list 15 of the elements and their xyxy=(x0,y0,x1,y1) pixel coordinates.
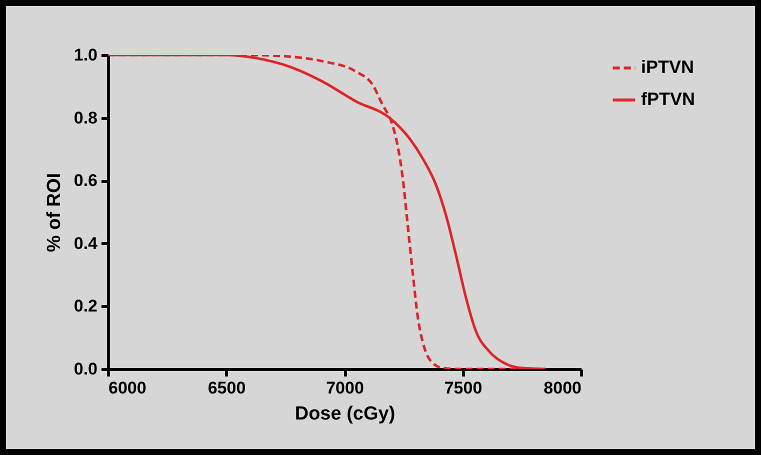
y-tick-label: 1.0 xyxy=(74,46,98,64)
y-tick-label: 0.6 xyxy=(74,171,98,190)
y-tick-label: 0.4 xyxy=(74,234,98,253)
y-tick-label: 0.8 xyxy=(74,108,98,128)
y-tick-label: 0.0 xyxy=(74,360,98,378)
y-axis-title: % of ROI xyxy=(44,172,65,252)
x-tick-label: 8000 xyxy=(544,378,582,398)
y-tick-label: 0.2 xyxy=(74,296,98,316)
x-tick-label: 7000 xyxy=(326,378,364,398)
x-tick-label: 6000 xyxy=(108,378,146,398)
x-axis-title: Dose (cGy) xyxy=(294,404,396,424)
x-tick-label: 6500 xyxy=(208,378,246,398)
legend-label: fPTVN xyxy=(641,89,695,109)
x-tick-label: 7500 xyxy=(444,378,482,398)
legend-label: iPTVN xyxy=(641,57,694,77)
